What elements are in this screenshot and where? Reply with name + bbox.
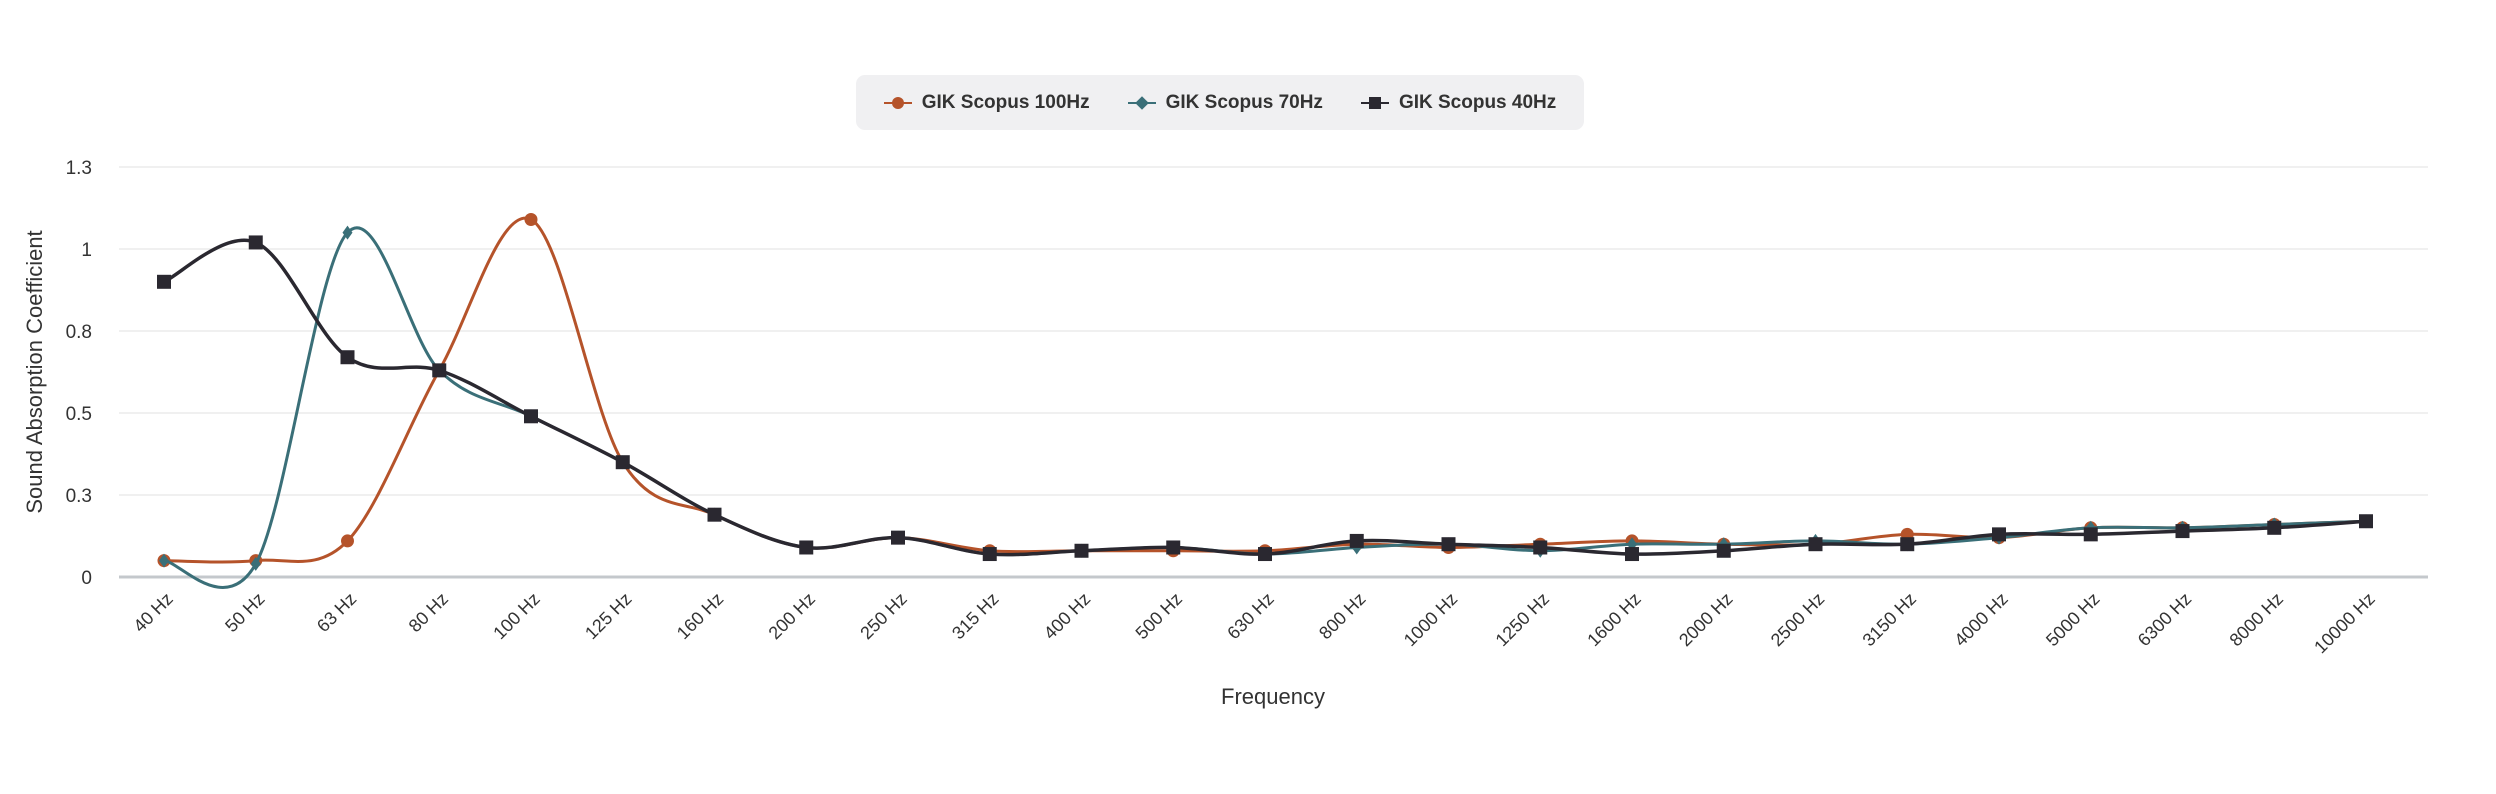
circle-marker-icon xyxy=(883,96,912,110)
data-point xyxy=(250,556,261,571)
x-tick-label: 3150 Hz xyxy=(1859,589,1921,651)
x-tick-label: 8000 Hz xyxy=(2226,589,2288,651)
data-point xyxy=(2359,514,2373,529)
x-tick-label: 80 Hz xyxy=(405,589,452,636)
x-tick-label: 40 Hz xyxy=(129,589,176,636)
x-axis-title: Frequency xyxy=(1221,684,1325,709)
data-point xyxy=(1808,537,1823,552)
x-tick-label: 315 Hz xyxy=(948,589,1002,643)
data-point xyxy=(159,553,169,568)
legend-item[interactable]: GIK Scopus 40Hz xyxy=(1360,91,1557,114)
x-tick-label: 800 Hz xyxy=(1315,589,1369,643)
x-tick-label: 4000 Hz xyxy=(1950,589,2012,651)
data-point xyxy=(1441,537,1456,552)
square-marker-icon xyxy=(1360,96,1389,110)
series-2 xyxy=(157,235,2373,562)
data-point xyxy=(342,225,353,240)
x-tick-label: 400 Hz xyxy=(1040,589,1094,643)
x-tick-label: 500 Hz xyxy=(1132,589,1186,643)
y-tick-label: 0.5 xyxy=(66,404,92,425)
legend-label: GIK Scopus 40Hz xyxy=(1398,91,1557,113)
x-tick-label: 100 Hz xyxy=(489,589,543,643)
series-line xyxy=(163,216,2367,564)
x-tick-label: 63 Hz xyxy=(313,589,360,636)
x-tick-label: 2500 Hz xyxy=(1767,589,1829,651)
y-tick-label: 0 xyxy=(81,568,92,589)
data-point xyxy=(524,212,538,226)
data-point xyxy=(432,363,447,378)
data-point xyxy=(1258,547,1272,562)
y-axis-title: Sound Absorption Coefficient xyxy=(22,230,47,513)
data-point xyxy=(799,540,814,555)
y-tick-label: 0.8 xyxy=(66,322,92,343)
data-point xyxy=(615,455,630,470)
data-point xyxy=(340,350,355,365)
x-tick-label: 125 Hz xyxy=(581,589,635,643)
x-tick-label: 250 Hz xyxy=(856,589,910,643)
data-point xyxy=(2083,527,2098,542)
x-tick-label: 6300 Hz xyxy=(2134,589,2196,651)
y-tick-label: 0.3 xyxy=(66,486,92,507)
legend-label: GIK Scopus 100Hz xyxy=(921,91,1090,113)
y-tick-label: 1 xyxy=(81,240,92,261)
data-point xyxy=(1992,527,2006,542)
gridlines xyxy=(119,166,2428,496)
legend: GIK Scopus 100Hz GIK Scopus 70Hz GIK Scopu… xyxy=(856,75,1584,130)
data-point xyxy=(1900,537,1915,552)
legend-item[interactable]: GIK Scopus 100Hz xyxy=(883,91,1090,114)
legend-item[interactable]: GIK Scopus 70Hz xyxy=(1127,91,1323,114)
x-axis-ticks: 40 Hz 50 Hz 63 Hz 80 Hz 100 Hz 125 Hz 160 Hz 20… xyxy=(129,589,2378,658)
y-axis-ticks: 0 0.3 0.5 0.8 1 1.3 xyxy=(66,158,92,589)
data-point xyxy=(1625,547,1639,562)
data-point xyxy=(157,274,171,289)
data-point xyxy=(1716,543,1731,558)
legend-label: GIK Scopus 70Hz xyxy=(1165,91,1323,113)
x-tick-label: 1600 Hz xyxy=(1583,589,1645,651)
x-tick-label: 5000 Hz xyxy=(2042,589,2104,651)
series-0 xyxy=(157,212,2373,568)
x-tick-label: 10000 Hz xyxy=(2310,589,2379,658)
series-group xyxy=(157,212,2373,589)
data-point xyxy=(524,409,538,424)
x-tick-label: 160 Hz xyxy=(673,589,727,643)
x-tick-label: 630 Hz xyxy=(1223,589,1277,643)
series-line xyxy=(163,238,2367,557)
data-point xyxy=(707,507,722,522)
y-tick-label: 1.3 xyxy=(66,158,92,179)
data-point xyxy=(891,530,905,545)
data-point xyxy=(1533,540,1548,555)
x-tick-label: 50 Hz xyxy=(221,589,268,636)
data-point xyxy=(2175,524,2190,539)
x-tick-label: 1250 Hz xyxy=(1492,589,1554,651)
diamond-marker-icon xyxy=(1127,95,1156,110)
data-point xyxy=(1074,543,1089,558)
data-point xyxy=(341,534,354,548)
data-point xyxy=(982,547,997,562)
x-tick-label: 2000 Hz xyxy=(1675,589,1737,651)
data-point xyxy=(1166,540,1181,555)
x-tick-label: 200 Hz xyxy=(765,589,819,643)
x-tick-label: 1000 Hz xyxy=(1400,589,1462,651)
data-point xyxy=(248,235,263,250)
data-point xyxy=(2267,520,2282,535)
data-point xyxy=(1349,533,1364,548)
